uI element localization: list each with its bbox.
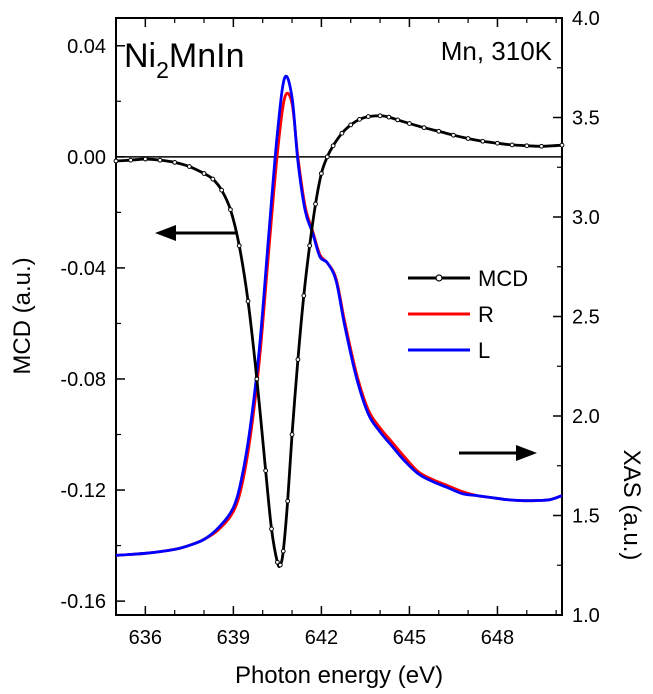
mcd-point: [254, 376, 260, 382]
edge-temp-label: Mn, 310K: [441, 36, 553, 66]
legend-marker-mcd: [435, 274, 443, 282]
mcd-point: [285, 498, 291, 504]
mcd-point: [377, 113, 383, 119]
y-right-tick-label: 4.0: [572, 8, 600, 30]
legend-label-mcd: MCD: [478, 266, 528, 291]
mcd-point: [324, 154, 330, 160]
mcd-point: [348, 122, 354, 128]
mcd-point: [210, 176, 216, 182]
mcd-point: [539, 143, 544, 149]
y-left-tick-label: -0.04: [60, 258, 106, 280]
mcd-point: [386, 114, 392, 120]
x-axis-title: Photon energy (eV): [235, 662, 443, 689]
mcd-point: [495, 140, 500, 146]
series-line-l: [115, 74, 563, 557]
x-tick-label: 648: [481, 627, 514, 649]
y-right-tick-label: 2.0: [572, 406, 600, 428]
mcd-point: [142, 156, 148, 162]
mcd-point: [280, 548, 286, 554]
legend: MCD RL: [408, 266, 528, 363]
mcd-point: [277, 562, 283, 568]
mcd-point: [407, 121, 412, 126]
mcd-point: [274, 559, 280, 565]
mcd-point: [357, 116, 362, 122]
mcd-point: [236, 243, 242, 249]
legend-label-l: L: [478, 338, 490, 363]
x-tick-label: 636: [129, 627, 162, 649]
mcd-point: [436, 128, 442, 134]
mcd-point: [330, 143, 336, 149]
series-line-r: [115, 91, 563, 557]
mcd-point: [269, 526, 274, 532]
x-tick-label: 645: [393, 627, 426, 649]
mcd-point: [157, 157, 163, 163]
plot-frame: [115, 17, 563, 616]
sample-sub: 2: [156, 57, 169, 83]
mcd-point: [228, 207, 233, 212]
mcd-point: [245, 298, 251, 304]
y-right-tick-label: 2.5: [572, 307, 600, 329]
mcd-point: [339, 130, 345, 136]
mcd-point: [128, 157, 134, 163]
y-left-tick-label: 0.04: [67, 36, 106, 58]
series-line-mcd: [115, 114, 563, 568]
y-right-tick-label: 3.5: [572, 108, 600, 130]
arrow-right: [459, 445, 537, 461]
sample-rest: MnIn: [169, 37, 245, 75]
legend-label-r: R: [478, 302, 494, 327]
y-left-tick-label: 0.00: [67, 147, 106, 169]
mcd-point: [113, 158, 119, 164]
mcd-point: [318, 171, 324, 176]
y-right-axis-title: XAS (a.u.): [618, 450, 645, 561]
mcd-point: [395, 117, 401, 123]
y-left-axis-title: MCD (a.u.): [9, 257, 36, 374]
mcd-point: [301, 293, 307, 299]
y-left-tick-label: -0.16: [60, 591, 106, 613]
mcd-point: [186, 164, 192, 169]
mcd-point: [451, 132, 456, 138]
mcd-point: [465, 136, 471, 141]
mcd-point: [201, 171, 207, 176]
mcd-point: [509, 142, 515, 148]
series-layer: [113, 74, 565, 568]
mcd-point: [524, 143, 530, 149]
mcd-point: [295, 357, 301, 362]
mcd-point: [480, 138, 486, 144]
mcd-point: [559, 142, 565, 148]
x-tick-label: 639: [217, 627, 250, 649]
mcd-point: [172, 159, 178, 165]
mcd-point: [289, 432, 295, 437]
mcd-point: [421, 125, 427, 131]
y-right-tick-label: 3.0: [572, 207, 600, 229]
axis-ticks: 636 639 642 645 648 0.04 0.00 -0.04 -0.08 -0.12 -0…: [60, 8, 599, 649]
y-right-tick-label: 1.0: [572, 605, 600, 627]
x-tick-label: 642: [305, 627, 338, 649]
y-left-tick-label: -0.08: [60, 369, 106, 391]
mcd-point: [263, 468, 269, 474]
y-right-tick-label: 1.5: [572, 506, 600, 528]
mcd-point: [307, 243, 313, 249]
y-left-tick-label: -0.12: [60, 480, 106, 502]
mcd-point: [313, 201, 318, 207]
sample-label: Ni2MnIn: [124, 37, 245, 83]
mcd-point: [365, 114, 371, 119]
mcd-point: [219, 187, 225, 193]
sample-base: Ni: [124, 37, 156, 75]
arrow-left: [155, 225, 238, 241]
